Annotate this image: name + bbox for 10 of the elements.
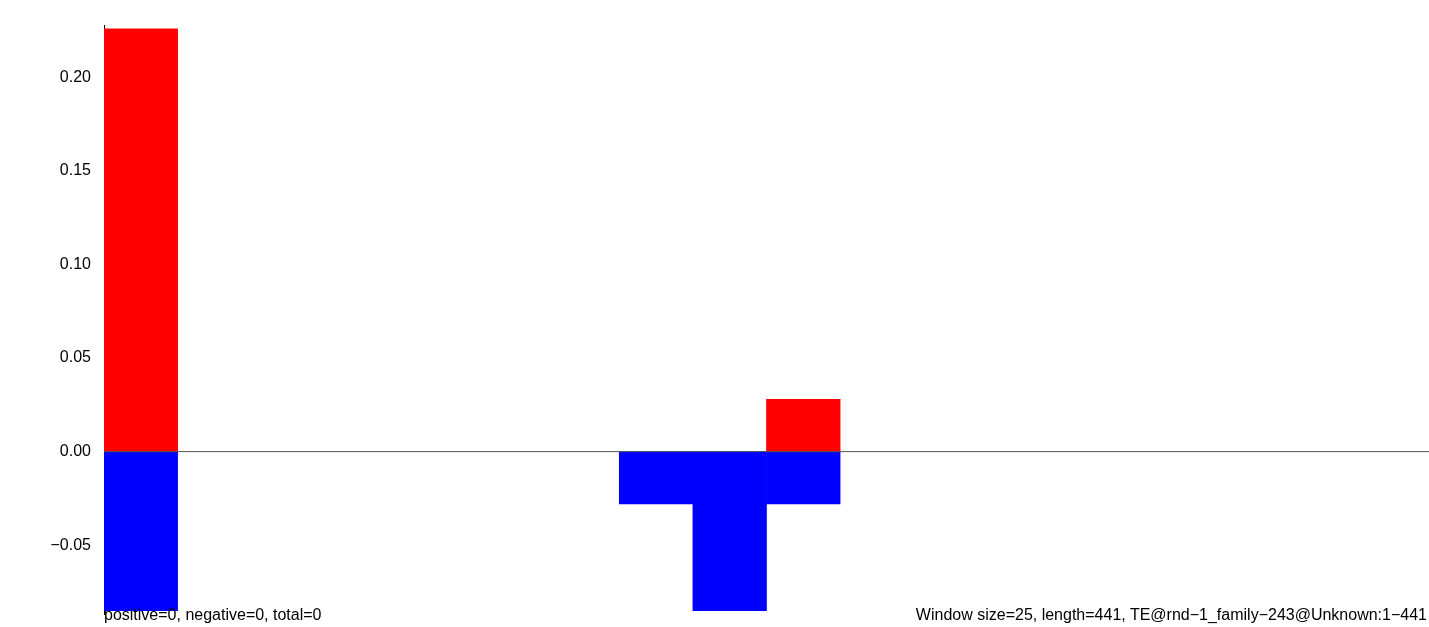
y-tick-label: 0.05 xyxy=(59,348,92,366)
bar xyxy=(104,28,178,452)
y-tick-label: 0.15 xyxy=(59,161,92,179)
y-tick-label: 0.10 xyxy=(59,254,92,272)
y-tick-label: 0.00 xyxy=(59,442,92,460)
annotation: positive=0, negative=0, total=0 xyxy=(104,606,322,624)
y-tick-label: 0.20 xyxy=(59,67,92,85)
y-tick-label: −0.05 xyxy=(50,535,92,553)
bar xyxy=(766,398,841,452)
annotation: Window size=25, length=441, TE@rnd−1_family−243@Unknown:1−441 xyxy=(915,606,1428,625)
